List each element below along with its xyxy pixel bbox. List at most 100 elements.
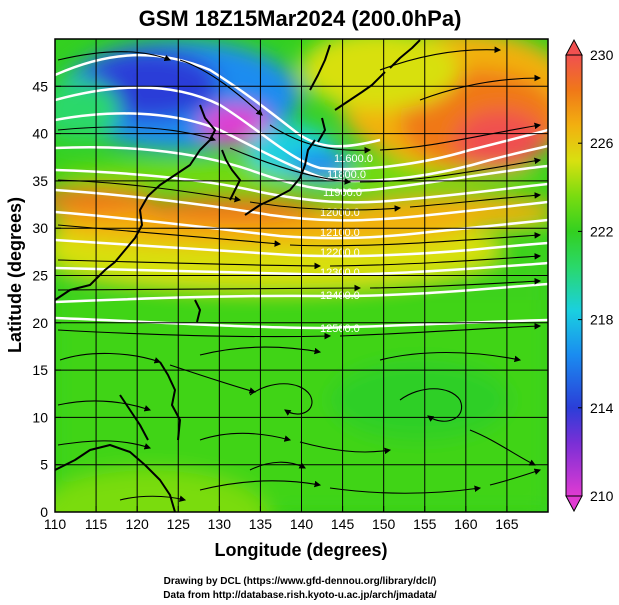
colorbar: 210 214 218 222 226 230	[565, 38, 614, 513]
colorbar-tick-label: 214	[590, 400, 614, 416]
coastline	[334, 71, 386, 111]
colorbar-min-arrow	[565, 495, 583, 513]
streamline	[57, 224, 282, 247]
chart-title: GSM 18Z15Mar2024 (200.0hPa)	[139, 6, 462, 31]
x-tick-label: 135	[249, 516, 273, 532]
streamline	[57, 51, 172, 62]
streamline	[57, 284, 362, 292]
x-tick-label: 155	[413, 516, 437, 532]
contour-label: 12400.0	[320, 290, 360, 302]
contour-label: 12100.0	[320, 227, 360, 239]
contour-label: 12500.0	[320, 323, 360, 335]
streamline	[299, 441, 392, 455]
contour-label: 12000.0	[320, 207, 360, 219]
colorbar-ticks: 210 214 218 222 226 230	[578, 47, 614, 504]
streamline	[119, 495, 187, 502]
streamline	[199, 432, 292, 442]
grid-lines	[55, 39, 548, 512]
y-tick-label: 15	[32, 362, 48, 378]
y-tick-label: 0	[40, 504, 48, 520]
x-tick-label: 110	[44, 516, 67, 532]
contour-line	[55, 112, 548, 183]
x-axis-ticks: 110 115 120 125 130 135 140 145 150 155 160 165	[44, 506, 519, 532]
contour-line	[55, 86, 548, 171]
streamline	[57, 259, 322, 270]
streamline	[179, 59, 263, 116]
y-tick-label: 5	[40, 457, 48, 473]
colorbar-max-arrow	[565, 38, 583, 56]
x-tick-label: 125	[167, 516, 191, 532]
streamline	[409, 192, 542, 208]
contour-line	[55, 145, 548, 193]
streamline	[57, 440, 152, 450]
y-axis-label: Latitude (degrees)	[5, 197, 25, 353]
y-axis-ticks: 0 5 10 15 20 25 30 35 40 45	[32, 78, 61, 520]
streamline	[249, 201, 402, 212]
contour-line	[55, 188, 548, 222]
streamline	[169, 364, 257, 394]
contour-label: 12300.0	[320, 267, 360, 279]
streamline	[229, 147, 352, 185]
contour-line	[55, 54, 381, 148]
contour-label: 11600.0	[334, 153, 373, 165]
streamline	[379, 122, 542, 151]
x-tick-label: 130	[208, 516, 232, 532]
height-contours	[55, 54, 548, 330]
contour-line	[55, 168, 548, 204]
streamline	[329, 485, 482, 494]
contour-label: 12200.0	[320, 247, 360, 259]
streamline	[489, 468, 542, 486]
x-tick-label: 120	[125, 516, 149, 532]
contour-line	[55, 210, 548, 240]
streamline	[359, 157, 542, 183]
y-tick-label: 10	[32, 409, 48, 425]
y-tick-label: 35	[32, 173, 48, 189]
contour-line	[55, 261, 548, 276]
x-tick-label: 150	[372, 516, 396, 532]
streamline	[379, 46, 502, 71]
x-tick-label: 140	[290, 516, 314, 532]
streamline	[249, 383, 313, 416]
streamline	[57, 400, 152, 412]
streamline	[469, 429, 536, 466]
colorbar-tick-label: 210	[590, 488, 614, 504]
streamline	[379, 351, 522, 363]
coastline	[159, 361, 181, 441]
credit-line: Data from http://database.rish.kyoto-u.a…	[163, 590, 437, 601]
streamline	[329, 253, 542, 267]
colorbar-tick-label: 218	[590, 312, 614, 328]
coastline	[309, 44, 331, 91]
colorbar-tick-label: 226	[590, 135, 614, 151]
x-tick-label: 115	[85, 516, 108, 532]
streamline	[289, 232, 542, 247]
contour-line	[55, 282, 548, 304]
contour-label: 11800.0	[327, 169, 366, 181]
streamline	[399, 388, 463, 422]
x-tick-label: 165	[495, 516, 519, 532]
x-axis-label: Longitude (degrees)	[214, 540, 387, 560]
coastline	[55, 444, 176, 512]
streamline	[419, 74, 542, 101]
y-tick-label: 25	[32, 268, 48, 284]
colorbar-tick-label: 230	[590, 47, 614, 63]
coastline	[221, 149, 241, 201]
x-tick-label: 145	[331, 516, 355, 532]
y-tick-label: 45	[32, 78, 48, 94]
streamlines	[57, 46, 542, 502]
coastline	[194, 299, 201, 323]
streamline	[269, 124, 372, 154]
coastline	[317, 117, 326, 143]
x-tick-label: 160	[454, 516, 478, 532]
streamline	[59, 352, 162, 364]
y-tick-label: 20	[32, 315, 48, 331]
coastlines	[55, 39, 421, 512]
coastline	[389, 39, 421, 69]
y-tick-label: 30	[32, 220, 48, 236]
streamline	[57, 329, 332, 340]
credit-line: Drawing by DCL (https://www.gfd-dennou.o…	[164, 576, 437, 587]
colorbar-bar	[565, 54, 583, 497]
y-tick-label: 40	[32, 126, 48, 142]
contour-line	[55, 238, 548, 258]
colorbar-tick-label: 222	[590, 223, 614, 239]
